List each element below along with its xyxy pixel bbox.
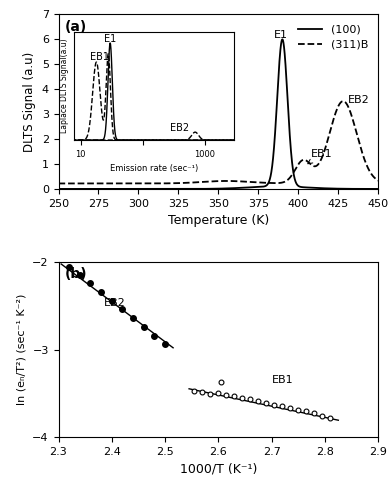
Text: EB1: EB1	[308, 148, 333, 164]
(311)B	[341, 98, 346, 104]
(311)B	[93, 180, 98, 186]
(311)B	[193, 180, 197, 185]
(100)	[280, 36, 285, 42]
(100)	[56, 186, 61, 192]
Line: (100): (100)	[58, 39, 378, 189]
(100)	[335, 186, 340, 192]
Text: EB2: EB2	[104, 298, 126, 308]
(100)	[370, 186, 374, 192]
Text: E1: E1	[275, 30, 288, 40]
(100)	[376, 186, 381, 192]
(311)B	[112, 180, 116, 186]
(100)	[179, 186, 183, 192]
(100)	[112, 186, 116, 192]
Text: (b): (b)	[65, 267, 87, 281]
Legend: (100), (311)B: (100), (311)B	[293, 20, 373, 54]
X-axis label: Temperature (K): Temperature (K)	[168, 214, 269, 227]
Text: EB2: EB2	[348, 95, 370, 105]
(100)	[93, 186, 98, 192]
X-axis label: 1000/T (K⁻¹): 1000/T (K⁻¹)	[180, 462, 257, 475]
(311)B	[179, 180, 183, 186]
(311)B	[56, 180, 61, 186]
(100)	[193, 186, 197, 192]
Y-axis label: ln (eₙ/T²) (sec⁻¹ K⁻²): ln (eₙ/T²) (sec⁻¹ K⁻²)	[17, 294, 27, 405]
Y-axis label: DLTS Signal (a.u): DLTS Signal (a.u)	[23, 51, 36, 152]
(311)B	[335, 105, 340, 111]
Line: (311)B: (311)B	[58, 101, 378, 183]
(311)B	[370, 172, 374, 178]
Text: (a): (a)	[65, 20, 87, 34]
(311)B	[376, 178, 381, 183]
Text: EB1: EB1	[272, 375, 293, 384]
